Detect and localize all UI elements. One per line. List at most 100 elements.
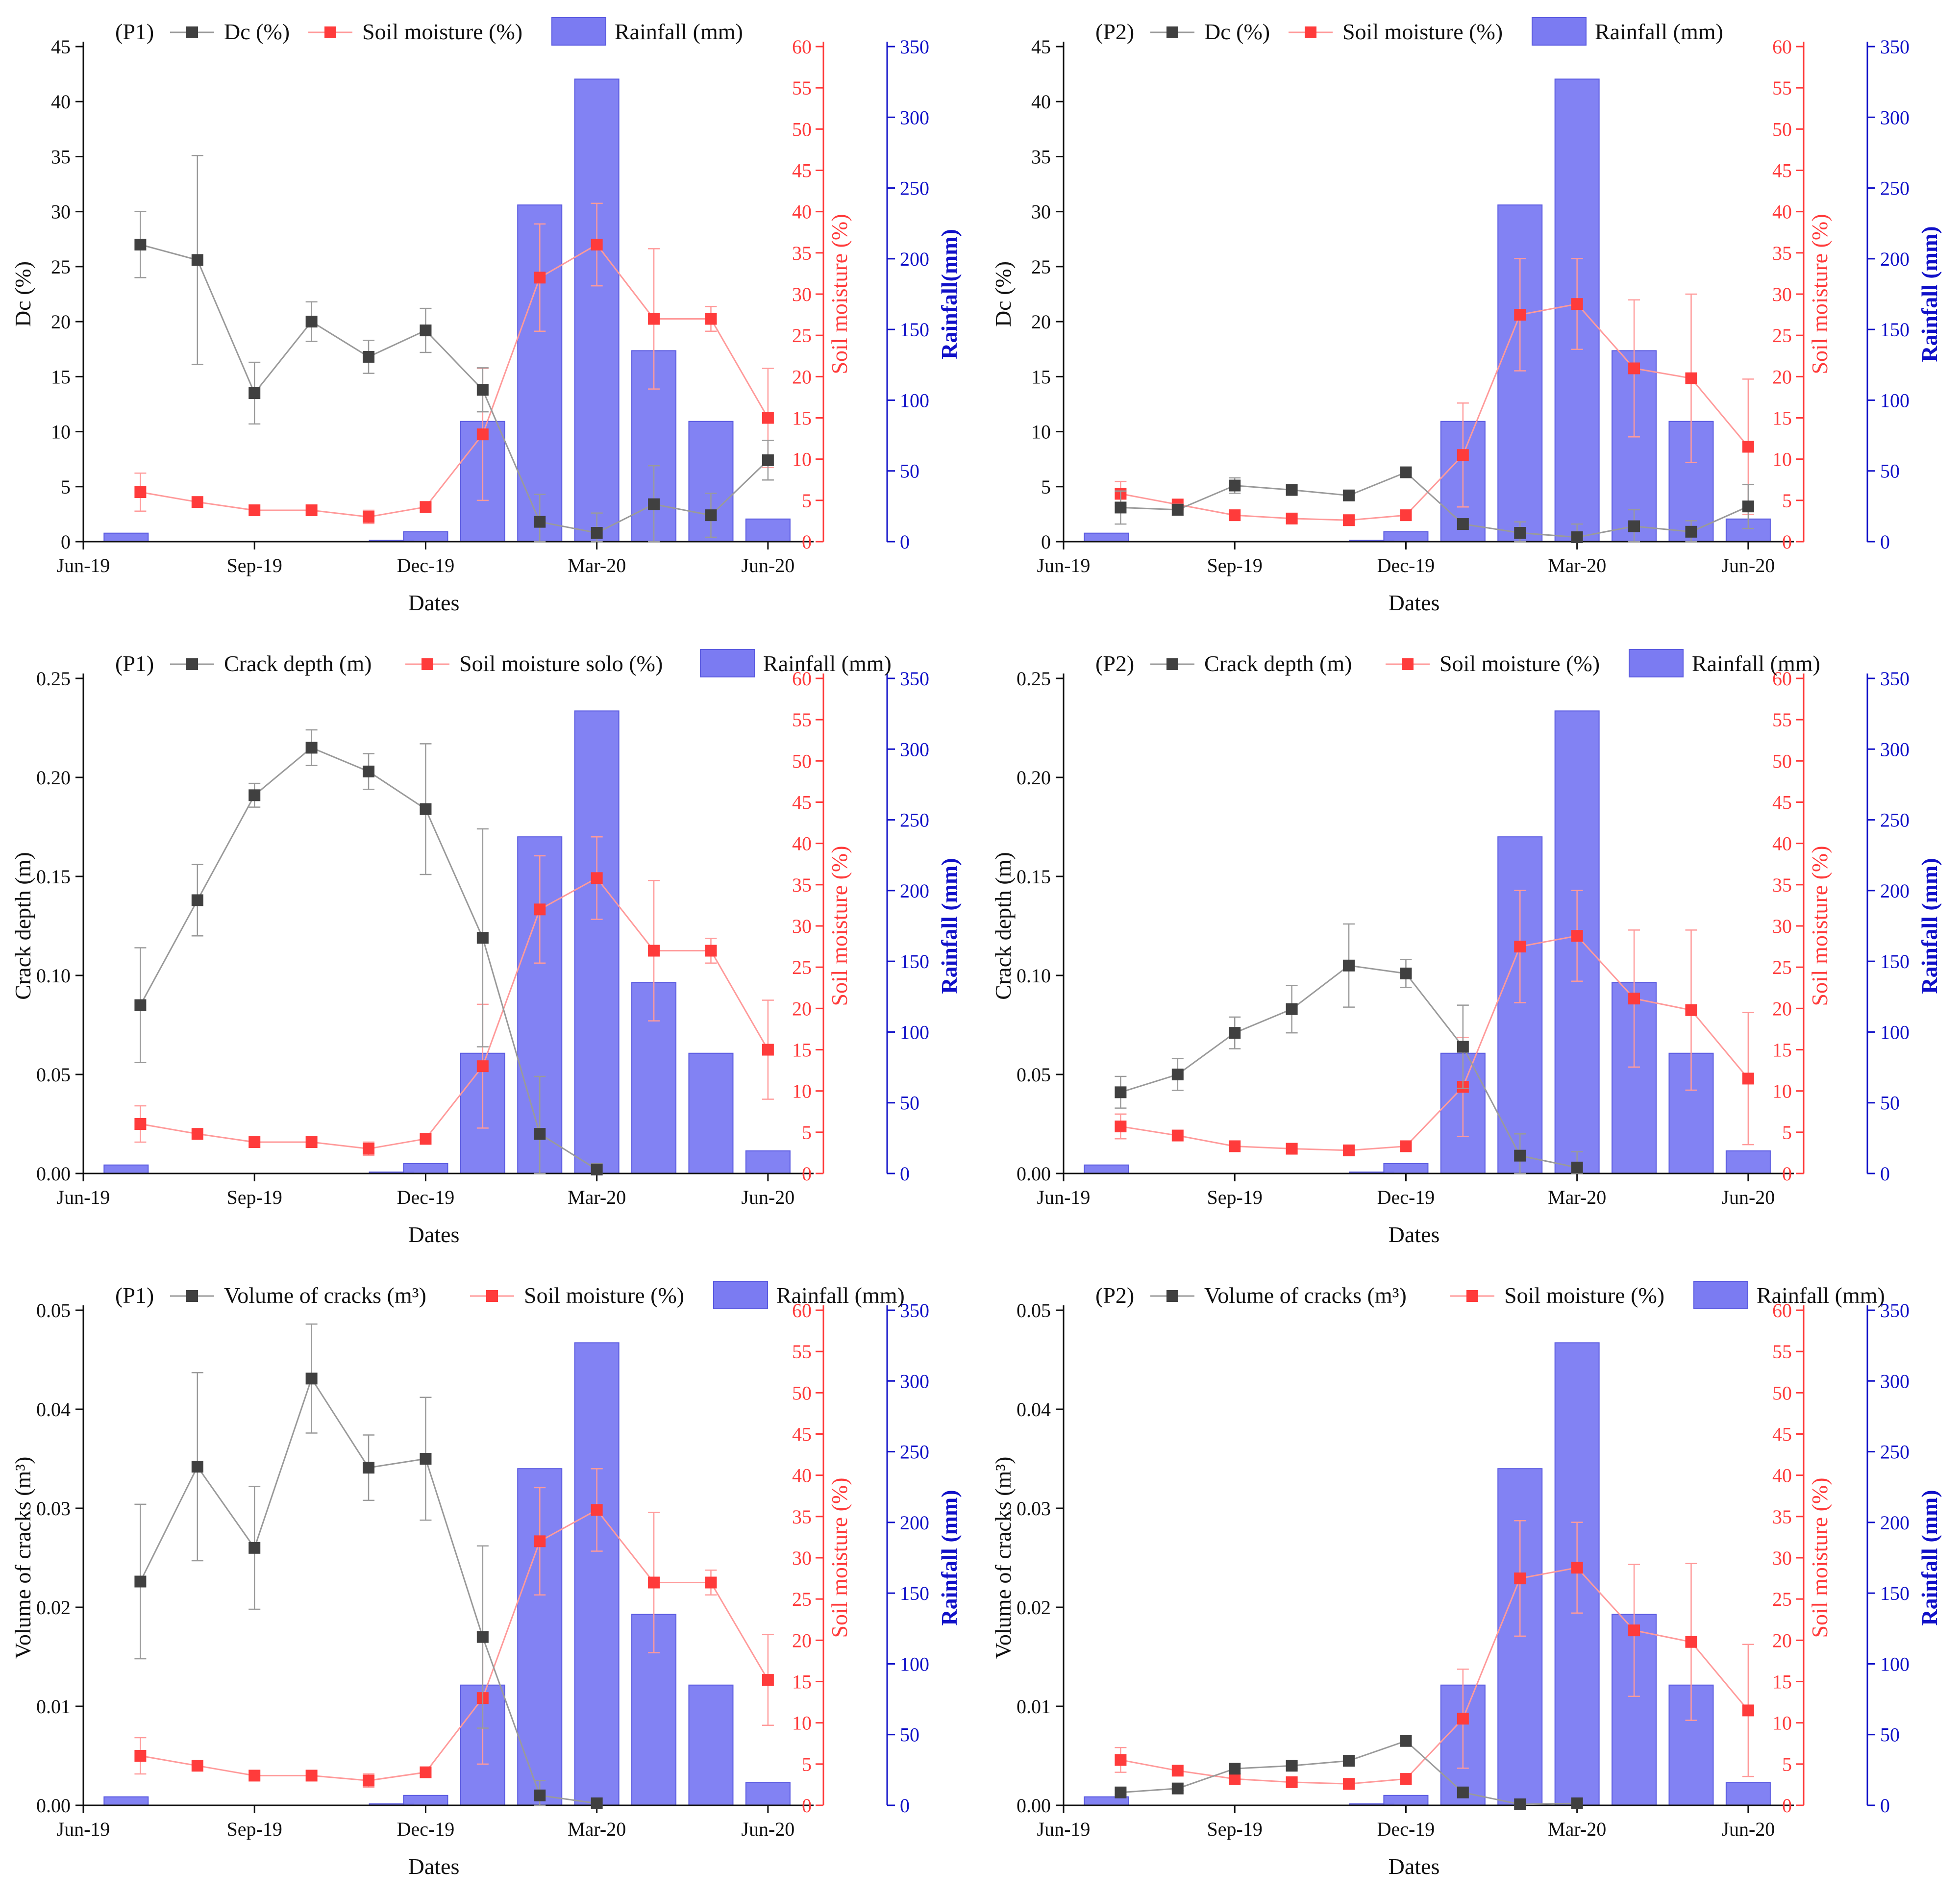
primary-point bbox=[1115, 1786, 1127, 1798]
legend-moisture-label: Soil moisture (%) bbox=[362, 19, 522, 44]
moisture-tick-label: 40 bbox=[1772, 1465, 1792, 1487]
moisture-tick-label: 20 bbox=[792, 366, 812, 388]
left-tick-label: 0 bbox=[1041, 531, 1051, 553]
moisture-tick-label: 50 bbox=[792, 750, 812, 772]
primary-point bbox=[1286, 1760, 1298, 1772]
moisture-tick-label: 60 bbox=[1772, 36, 1792, 58]
primary-point bbox=[1571, 1797, 1583, 1809]
x-tick-label: Sep-19 bbox=[227, 1186, 282, 1208]
moisture-line bbox=[1120, 1567, 1749, 1785]
x-tick-label: Jun-20 bbox=[741, 1186, 794, 1208]
moisture-point bbox=[420, 1133, 432, 1145]
left-axis-title: Volume of cracks (m³) bbox=[991, 1457, 1016, 1659]
primary-line bbox=[140, 244, 769, 534]
moisture-point bbox=[1685, 1004, 1697, 1016]
rainfall-bar bbox=[403, 1163, 448, 1174]
moisture-tick-label: 5 bbox=[1782, 1122, 1792, 1144]
rainfall-axis-title: Rainfall (mm) bbox=[1917, 858, 1942, 994]
moisture-point bbox=[762, 1044, 774, 1056]
primary-point bbox=[1115, 1086, 1127, 1098]
rainfall-bar bbox=[574, 78, 620, 543]
x-tick-label: Dec-19 bbox=[397, 1818, 455, 1840]
moisture-tick-label: 20 bbox=[1772, 998, 1792, 1020]
primary-point bbox=[1514, 1798, 1526, 1810]
moisture-tick-label: 50 bbox=[792, 118, 812, 140]
primary-point bbox=[134, 239, 147, 250]
x-tick-label: Sep-19 bbox=[1207, 1818, 1263, 1840]
legend-panel-label: (P1) bbox=[115, 19, 154, 44]
rainfall-tick-label: 200 bbox=[1880, 880, 1910, 902]
rainfall-bar bbox=[574, 1342, 620, 1806]
rainfall-bar bbox=[688, 1052, 734, 1174]
x-tick-label: Mar-20 bbox=[1548, 1818, 1606, 1840]
rainfall-axis-title: Rainfall (mm) bbox=[937, 1490, 962, 1625]
legend-rainfall-swatch bbox=[1532, 17, 1587, 46]
moisture-point bbox=[420, 501, 432, 513]
moisture-axis-title: Soil moisture (%) bbox=[827, 846, 852, 1006]
rainfall-tick-label: 0 bbox=[1880, 1163, 1890, 1185]
left-tick-label: 0.20 bbox=[1017, 767, 1051, 789]
chart-p1-volume: 0.00 0.01 0.02 0.03 0.04 0.05 Volume of cracks… bbox=[10, 1281, 962, 1879]
primary-point bbox=[420, 803, 432, 815]
left-tick-label: 0.05 bbox=[1017, 1299, 1051, 1322]
moisture-point bbox=[648, 1576, 660, 1589]
rainfall-tick-label: 300 bbox=[1880, 1370, 1910, 1392]
moisture-tick-label: 5 bbox=[1782, 490, 1792, 512]
rainfall-tick-label: 150 bbox=[1880, 319, 1910, 341]
legend-primary-label: Volume of cracks (m³) bbox=[224, 1283, 426, 1308]
moisture-tick-label: 60 bbox=[792, 668, 812, 690]
legend-moisture-marker bbox=[1402, 658, 1414, 670]
moisture-point bbox=[476, 428, 489, 441]
moisture-point bbox=[1457, 1713, 1469, 1725]
moisture-point bbox=[705, 945, 717, 957]
moisture-point bbox=[305, 1136, 318, 1148]
x-tick-label: Sep-19 bbox=[1207, 1186, 1263, 1208]
rainfall-tick-label: 100 bbox=[1880, 1653, 1910, 1675]
moisture-tick-label: 15 bbox=[1772, 1039, 1792, 1061]
rainfall-bar bbox=[1497, 1468, 1543, 1806]
moisture-point bbox=[1685, 1636, 1697, 1648]
moisture-tick-label: 30 bbox=[1772, 283, 1792, 305]
rainfall-bar bbox=[574, 710, 620, 1174]
moisture-point bbox=[1628, 1624, 1640, 1637]
moisture-tick-label: 50 bbox=[1772, 118, 1792, 140]
primary-point bbox=[363, 765, 375, 777]
rainfall-bar bbox=[103, 532, 149, 542]
moisture-point bbox=[191, 496, 203, 508]
moisture-point bbox=[1343, 514, 1355, 526]
primary-point bbox=[134, 1575, 147, 1588]
moisture-tick-label: 0 bbox=[802, 1795, 812, 1817]
legend-moisture-label: Soil moisture (%) bbox=[1504, 1283, 1664, 1308]
moisture-point bbox=[1286, 1143, 1298, 1155]
moisture-tick-label: 20 bbox=[1772, 1629, 1792, 1651]
left-tick-label: 0.03 bbox=[36, 1497, 71, 1520]
legend-rainfall-label: Rainfall (mm) bbox=[776, 1283, 905, 1308]
moisture-tick-label: 40 bbox=[1772, 201, 1792, 223]
moisture-tick-label: 15 bbox=[1772, 407, 1792, 429]
moisture-tick-label: 55 bbox=[792, 709, 812, 731]
moisture-tick-label: 15 bbox=[792, 1671, 812, 1693]
moisture-point bbox=[648, 945, 660, 957]
rainfall-tick-label: 350 bbox=[900, 1299, 929, 1322]
rainfall-bar bbox=[745, 518, 791, 543]
primary-point bbox=[591, 527, 603, 539]
rainfall-tick-label: 200 bbox=[1880, 1512, 1910, 1534]
moisture-point bbox=[1571, 298, 1583, 310]
x-tick-label: Sep-19 bbox=[1207, 554, 1263, 576]
moisture-tick-label: 35 bbox=[792, 242, 812, 264]
legend-rainfall-swatch bbox=[713, 1281, 768, 1309]
moisture-tick-label: 0 bbox=[802, 531, 812, 553]
left-tick-label: 5 bbox=[61, 476, 71, 498]
primary-point bbox=[648, 498, 660, 510]
left-tick-label: 25 bbox=[51, 256, 71, 278]
moisture-point bbox=[534, 903, 546, 916]
legend-panel-label: (P2) bbox=[1095, 651, 1134, 676]
rainfall-tick-label: 100 bbox=[900, 389, 929, 411]
chart-panel-p1-volume: 0.00 0.01 0.02 0.03 0.04 0.05 Volume of cracks… bbox=[0, 1264, 980, 1896]
moisture-point bbox=[591, 1504, 603, 1516]
x-tick-label: Dec-19 bbox=[1377, 554, 1435, 576]
left-tick-label: 0.25 bbox=[1017, 668, 1051, 690]
legend-primary-label: Dc (%) bbox=[224, 19, 290, 44]
moisture-tick-label: 45 bbox=[1772, 160, 1792, 182]
primary-point bbox=[305, 742, 318, 754]
